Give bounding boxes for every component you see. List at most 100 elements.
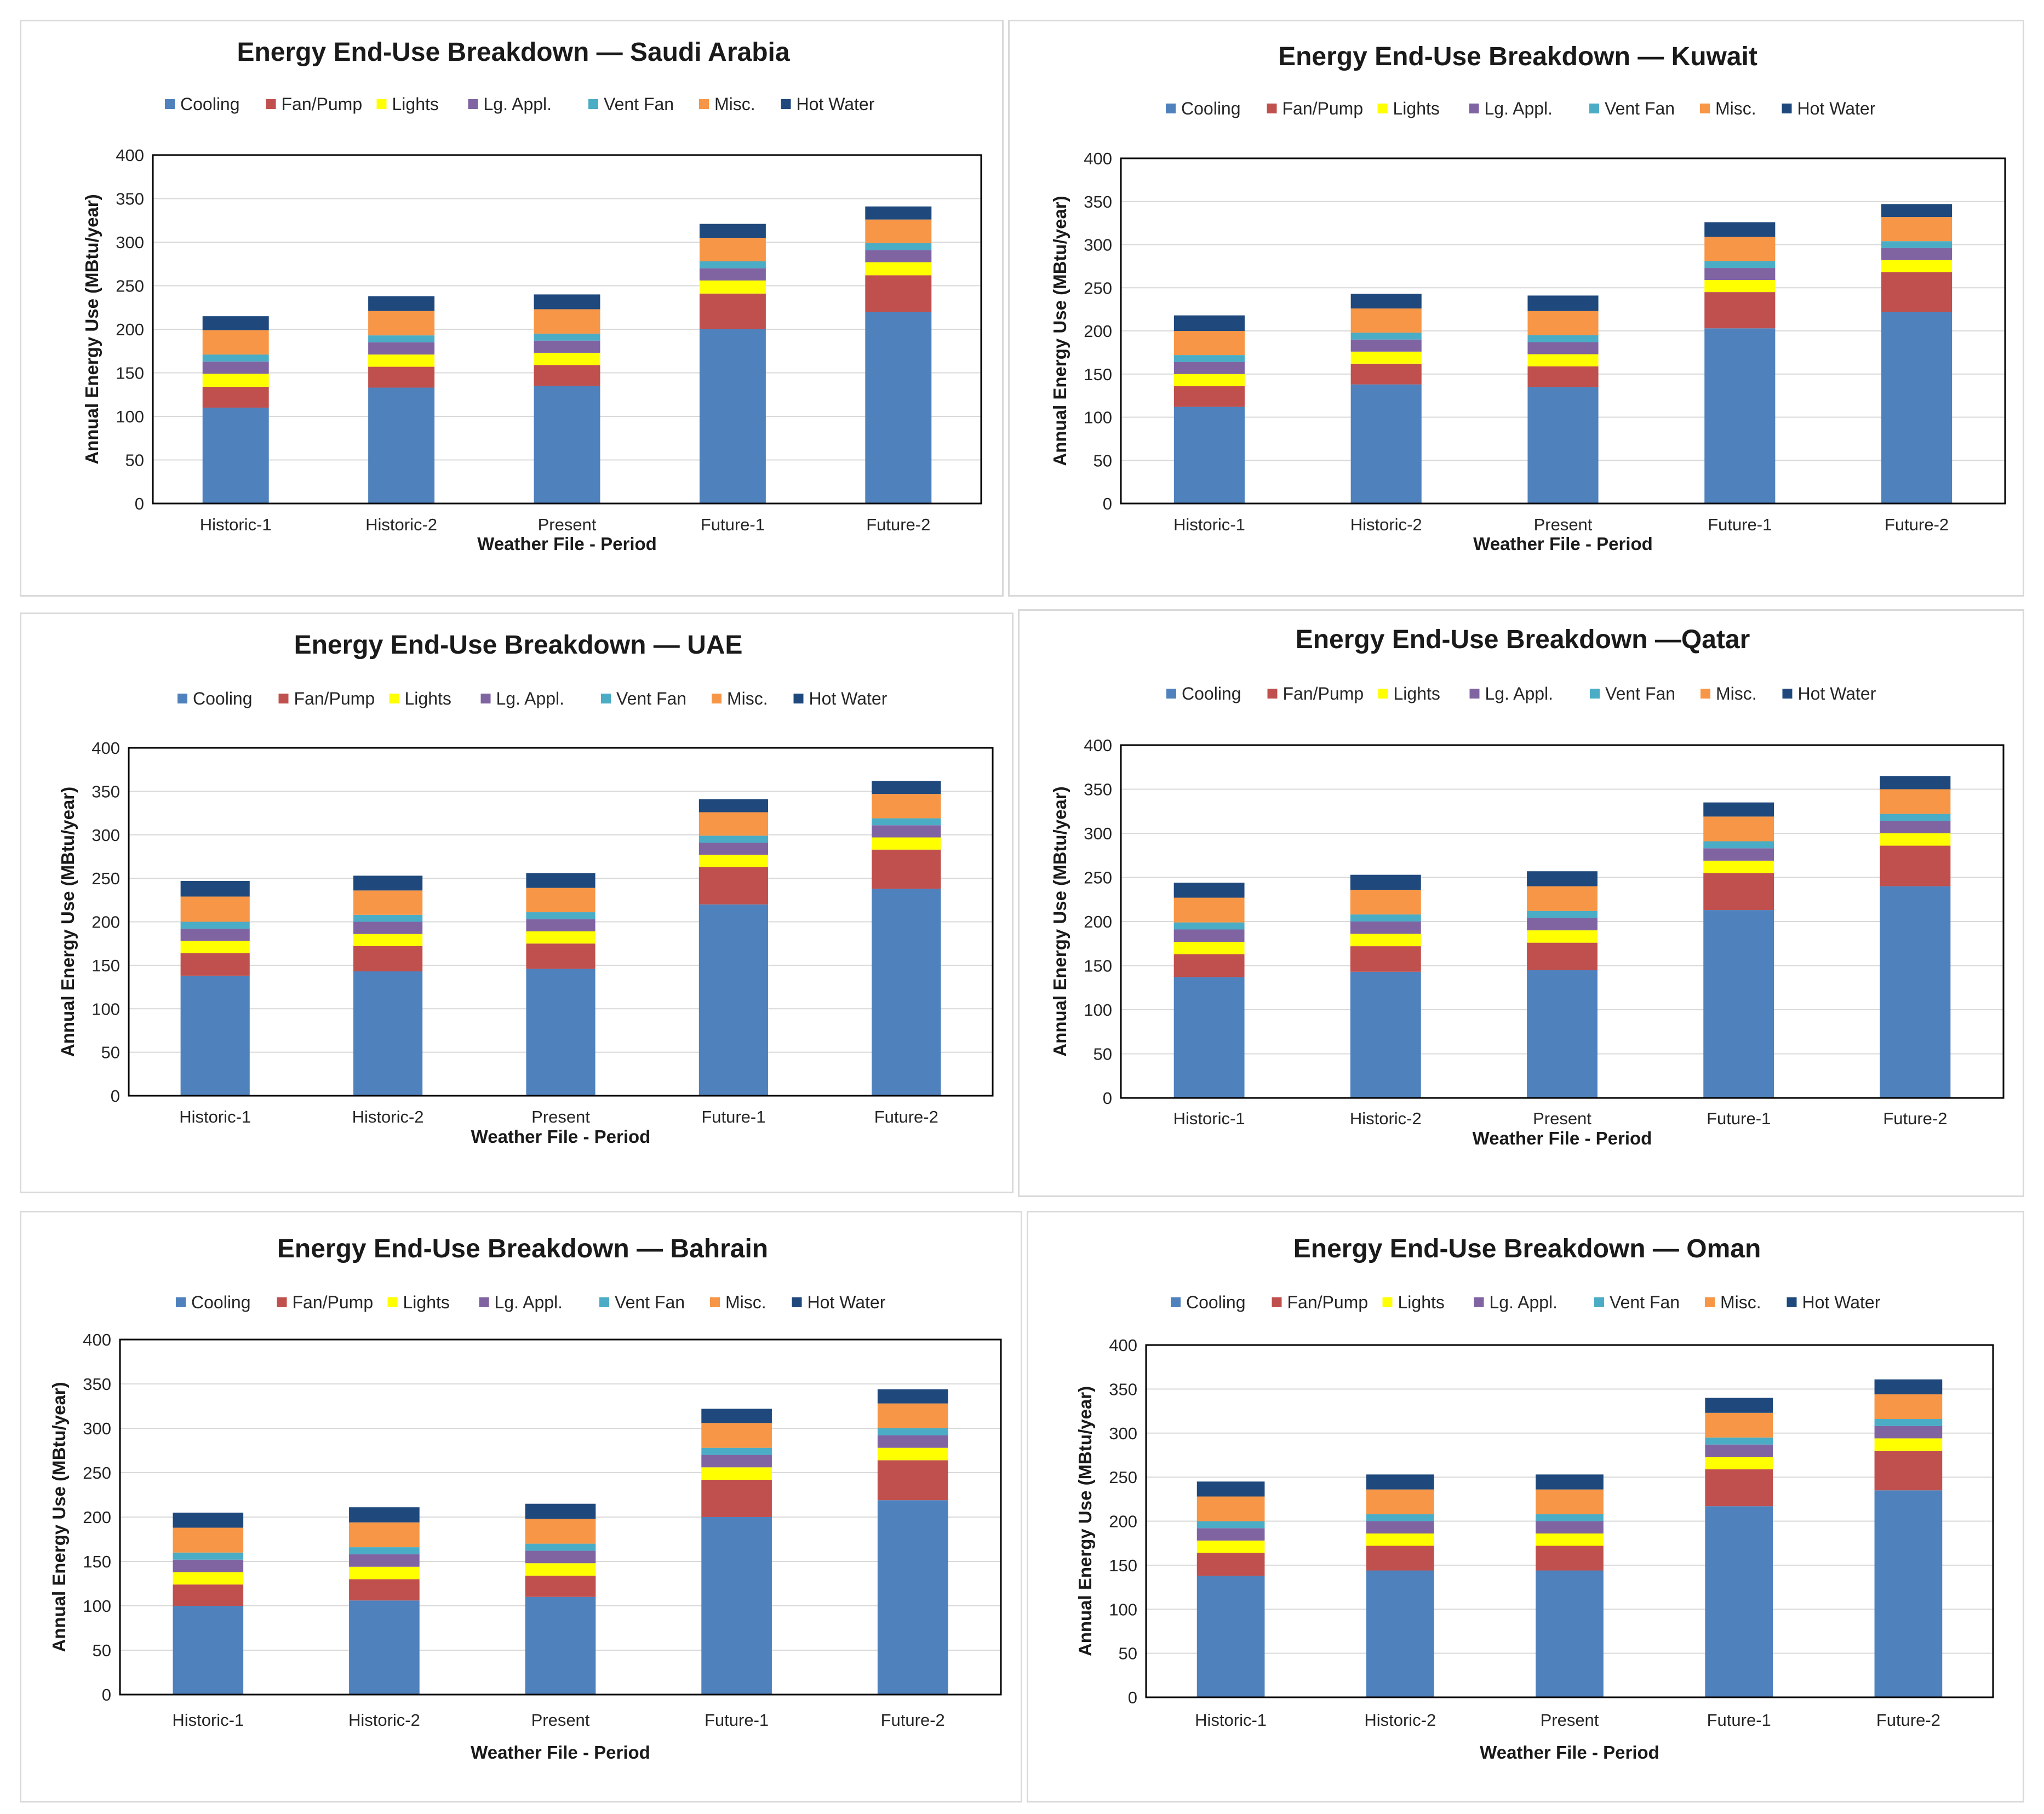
bar-segment-misc-future-1 bbox=[1703, 816, 1774, 842]
bar-segment-cooling-present bbox=[526, 969, 596, 1096]
y-tick-label: 350 bbox=[83, 1375, 111, 1394]
y-tick-label: 100 bbox=[83, 1596, 111, 1616]
bar-segment-fan-pump-historic-2 bbox=[368, 367, 435, 388]
y-tick-label: 400 bbox=[83, 1330, 111, 1349]
legend-swatch-hot-water bbox=[1782, 689, 1793, 699]
bar-segment-vent-fan-present bbox=[1527, 335, 1599, 342]
legend-item-cooling: Cooling bbox=[178, 689, 253, 708]
x-tick-label-historic-1: Historic-1 bbox=[1173, 515, 1245, 534]
legend-swatch-vent-fan bbox=[1590, 689, 1600, 699]
legend-swatch-fan-pump bbox=[277, 1297, 287, 1307]
legend-swatch-fan-pump bbox=[1267, 104, 1277, 113]
plot-frame bbox=[1120, 744, 2005, 1099]
bar-segment-lg-appl-future-2 bbox=[877, 1435, 948, 1448]
legend-label-vent-fan: Vent Fan bbox=[615, 1292, 685, 1312]
bar-segment-lights-historic-1 bbox=[1173, 374, 1245, 386]
bar-segment-lg-appl-historic-2 bbox=[1366, 1521, 1434, 1534]
bar-segment-fan-pump-future-1 bbox=[1703, 873, 1774, 911]
legend-item-cooling: Cooling bbox=[176, 1292, 251, 1312]
legend-swatch-cooling bbox=[1171, 1297, 1181, 1307]
bar-segment-hot-water-present bbox=[534, 294, 600, 310]
bar-segment-cooling-present bbox=[534, 386, 600, 503]
bar-segment-lights-present bbox=[525, 1563, 596, 1576]
legend-item-fan-pump: Fan/Pump bbox=[1267, 99, 1363, 118]
bar-segment-fan-pump-present bbox=[525, 1575, 596, 1597]
bar-segment-fan-pump-present bbox=[1527, 366, 1599, 387]
legend-item-hot-water: Hot Water bbox=[1782, 684, 1876, 703]
bar-segment-hot-water-historic-1 bbox=[1173, 315, 1245, 331]
bar-segment-lights-future-1 bbox=[1704, 280, 1776, 293]
y-tick-label: 150 bbox=[1084, 957, 1112, 976]
legend-swatch-vent-fan bbox=[601, 694, 611, 703]
legend-item-vent-fan: Vent Fan bbox=[599, 1292, 685, 1312]
bar-segment-lights-historic-1 bbox=[202, 374, 269, 387]
y-tick-label: 200 bbox=[116, 320, 144, 339]
y-tick-label: 150 bbox=[83, 1552, 111, 1571]
bar-segment-lg-appl-historic-1 bbox=[1173, 929, 1245, 942]
bar-segment-hot-water-future-2 bbox=[865, 206, 932, 220]
legend-item-vent-fan: Vent Fan bbox=[588, 94, 674, 114]
x-tick-label-future-1: Future-1 bbox=[701, 515, 765, 534]
bar-segment-lg-appl-historic-1 bbox=[1173, 362, 1245, 374]
legend-item-lights: Lights bbox=[389, 689, 451, 708]
legend-label-vent-fan: Vent Fan bbox=[1605, 99, 1675, 118]
bar-segment-cooling-future-1 bbox=[699, 329, 766, 503]
bar-segment-hot-water-historic-1 bbox=[1173, 883, 1245, 898]
legend-label-hot-water: Hot Water bbox=[1798, 684, 1876, 703]
bar-segment-lg-appl-future-2 bbox=[1874, 1426, 1943, 1439]
y-tick-label: 0 bbox=[1103, 494, 1112, 513]
bar-segment-cooling-future-1 bbox=[1703, 910, 1774, 1098]
bar-segment-fan-pump-historic-1 bbox=[1173, 954, 1245, 977]
bar-segment-lights-future-2 bbox=[1880, 833, 1951, 846]
x-tick-label-present: Present bbox=[1541, 1710, 1599, 1730]
chart-panel-kuwait: Energy End-Use Breakdown — Kuwait Cooling… bbox=[1008, 20, 2024, 597]
legend-swatch-lg-appl bbox=[1469, 689, 1480, 699]
legend-swatch-lights bbox=[387, 1297, 398, 1307]
bar-segment-vent-fan-historic-2 bbox=[368, 335, 435, 342]
bar-segment-lights-historic-2 bbox=[1366, 1533, 1434, 1546]
y-tick-label: 50 bbox=[1093, 451, 1112, 470]
bar-segment-misc-historic-2 bbox=[353, 890, 423, 915]
legend-item-misc: Misc. bbox=[1701, 684, 1757, 703]
bar-segment-lights-present bbox=[1536, 1533, 1604, 1546]
bar-segment-vent-fan-historic-2 bbox=[353, 914, 423, 922]
x-tick-label-historic-1: Historic-1 bbox=[1173, 1109, 1245, 1128]
bar-segment-misc-future-1 bbox=[1704, 237, 1776, 261]
x-tick-label-future-2: Future-2 bbox=[1883, 1109, 1947, 1128]
x-tick-label-present: Present bbox=[531, 1710, 590, 1730]
y-tick-label: 250 bbox=[116, 277, 144, 296]
y-tick-label: 300 bbox=[1109, 1424, 1137, 1443]
bar-segment-hot-water-historic-2 bbox=[1350, 874, 1421, 890]
bar-segment-vent-fan-future-2 bbox=[865, 243, 932, 250]
legend-swatch-cooling bbox=[176, 1297, 186, 1307]
bar-segment-hot-water-historic-1 bbox=[180, 880, 250, 897]
bar-segment-misc-historic-1 bbox=[173, 1527, 244, 1553]
legend-label-lights: Lights bbox=[403, 1292, 450, 1312]
bar-segment-lights-historic-1 bbox=[1173, 942, 1245, 954]
chart-svg-kuwait: Energy End-Use Breakdown — Kuwait Cooling… bbox=[1050, 42, 2006, 554]
legend-label-fan-pump: Fan/Pump bbox=[1283, 684, 1364, 703]
chart-title: Energy End-Use Breakdown — Saudi Arabia bbox=[237, 38, 789, 67]
bar-segment-hot-water-future-1 bbox=[1704, 222, 1776, 237]
legend-label-vent-fan: Vent Fan bbox=[616, 689, 686, 708]
bar-segment-fan-pump-future-1 bbox=[698, 867, 768, 905]
bar-segment-fan-pump-historic-1 bbox=[1196, 1553, 1265, 1576]
bar-segment-cooling-historic-2 bbox=[1350, 384, 1422, 503]
legend-swatch-fan-pump bbox=[278, 694, 289, 703]
bar-segment-cooling-historic-1 bbox=[1173, 977, 1245, 1098]
bar-segment-misc-present bbox=[1536, 1489, 1604, 1514]
bar-segment-hot-water-future-2 bbox=[877, 1389, 948, 1404]
x-tick-label-historic-1: Historic-1 bbox=[172, 1710, 244, 1730]
bar-segment-hot-water-future-1 bbox=[1705, 1398, 1773, 1413]
y-tick-label: 50 bbox=[93, 1641, 111, 1660]
y-axis-title: Annual Energy Use (MBtu/year) bbox=[49, 1382, 69, 1652]
chart-svg-saudi-arabia: Energy End-Use Breakdown — Saudi Arabia C… bbox=[82, 38, 982, 554]
legend-label-cooling: Cooling bbox=[1182, 684, 1241, 703]
y-tick-label: 100 bbox=[1084, 408, 1112, 427]
legend-label-lights: Lights bbox=[1393, 99, 1440, 118]
bar-segment-vent-fan-historic-2 bbox=[1350, 333, 1422, 340]
legend-label-lg-appl: Lg. Appl. bbox=[1490, 1292, 1558, 1312]
bar-segment-cooling-historic-2 bbox=[1366, 1570, 1434, 1697]
bar-segment-cooling-historic-1 bbox=[1196, 1576, 1265, 1697]
bar-segment-cooling-future-2 bbox=[865, 312, 932, 503]
